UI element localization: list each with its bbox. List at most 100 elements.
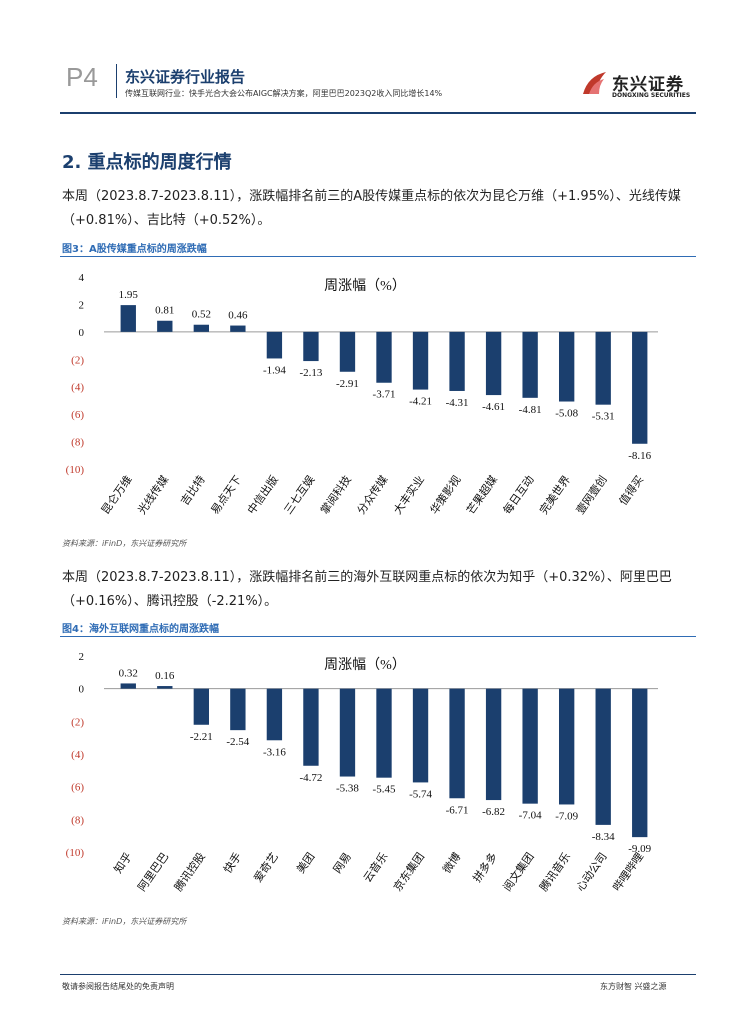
bar xyxy=(120,305,136,332)
category-label: 光线传媒 xyxy=(135,473,172,517)
y-tick-label: (8) xyxy=(71,437,84,449)
y-tick-label: (6) xyxy=(71,782,84,794)
bar xyxy=(449,331,465,391)
bar-value-label: -4.72 xyxy=(299,772,322,784)
bar-value-label: -9.09 xyxy=(628,843,651,855)
category-label: 腾讯控股 xyxy=(171,850,208,894)
report-title: 东兴证券行业报告 xyxy=(125,68,246,86)
category-label: 美团 xyxy=(294,850,317,875)
y-tick-label: (6) xyxy=(71,409,84,421)
bar xyxy=(632,688,648,838)
bar xyxy=(522,688,538,804)
bar xyxy=(193,324,210,332)
bar-value-label: -4.61 xyxy=(482,401,505,413)
bar xyxy=(230,325,246,332)
bar-value-label: 0.52 xyxy=(192,309,211,321)
paragraph-overseas: 本周（2023.8.7-2023.8.11），涨跌幅排名前三的海外互联网重点标的… xyxy=(62,566,702,614)
category-label: 阅文集团 xyxy=(500,850,537,894)
bar xyxy=(522,331,538,398)
bar xyxy=(449,688,465,799)
bar-value-label: -2.54 xyxy=(226,736,249,748)
bar xyxy=(558,331,575,402)
logo-text-cn: 东兴证券 xyxy=(612,75,684,95)
category-label: 分众传媒 xyxy=(355,473,391,516)
figure4-rule xyxy=(60,636,696,637)
bar xyxy=(595,331,611,405)
category-label: 值得买 xyxy=(617,473,647,507)
footer-slogan: 东方财智 兴盛之源 xyxy=(600,982,667,991)
bar xyxy=(339,688,356,777)
dongxing-logo-icon xyxy=(580,68,610,102)
bar xyxy=(376,331,392,383)
y-tick-label: 0 xyxy=(79,684,85,696)
category-label: 华策影视 xyxy=(427,473,464,517)
bar xyxy=(193,688,210,725)
bar xyxy=(376,688,392,778)
paragraph-a-share: 本周（2023.8.7-2023.8.11），涨跌幅排名前三的A股传媒重点标的依… xyxy=(62,185,702,233)
bar-value-label: -8.16 xyxy=(628,450,651,462)
figure4-title: 图4：海外互联网重点标的周涨跌幅 xyxy=(62,624,219,635)
category-label: 云音乐 xyxy=(360,850,390,885)
y-tick-label: 0 xyxy=(79,327,85,339)
figure4-bar-chart: 2 0 (2) (4) (6) (8) (10) 周涨幅（%） 0.32 知乎 0.16 阿里巴巴 -2… xyxy=(66,651,658,894)
category-label: 哔哩哔哩 xyxy=(610,850,646,893)
y-tick-label: (8) xyxy=(71,814,84,826)
y-tick-label: (4) xyxy=(71,749,84,761)
y-tick-label: (2) xyxy=(71,354,84,366)
chart-title: 周涨幅（%） xyxy=(324,657,406,673)
bar xyxy=(595,688,611,825)
page-number: P4 xyxy=(66,62,98,92)
category-label: 爱奇艺 xyxy=(251,850,281,884)
bar-value-label: -8.34 xyxy=(592,831,615,843)
bar-value-label: -4.21 xyxy=(409,396,432,408)
bar-value-label: -5.45 xyxy=(373,784,396,796)
y-tick-label: (10) xyxy=(66,464,85,476)
bar-value-label: -4.81 xyxy=(519,404,542,416)
paragraph-overseas-line2: （+0.16%）、腾讯控股（-2.21%）。 xyxy=(62,594,278,609)
category-label: 阿里巴巴 xyxy=(135,850,171,893)
footer-disclaimer: 敬请参阅报告结尾处的免责声明 xyxy=(62,982,174,991)
bar-value-label: -3.71 xyxy=(373,389,396,401)
bar-value-label: 0.32 xyxy=(119,667,138,679)
bar-value-label: -4.31 xyxy=(446,397,469,409)
category-label: 腾讯音乐 xyxy=(536,850,573,894)
bar-value-label: -5.08 xyxy=(555,408,578,420)
bar-value-label: 0.81 xyxy=(155,305,174,317)
category-label: 掌阅科技 xyxy=(317,473,354,517)
y-tick-label: 4 xyxy=(79,272,85,284)
header-divider xyxy=(116,64,117,98)
footer-rule xyxy=(60,974,696,975)
bar xyxy=(230,688,246,731)
bar-value-label: -6.71 xyxy=(446,804,469,816)
bar-value-label: -2.21 xyxy=(190,731,213,743)
bar xyxy=(339,331,356,372)
bar xyxy=(303,331,319,362)
bar-value-label: 0.16 xyxy=(155,670,175,682)
category-label: 知乎 xyxy=(111,850,135,876)
bar xyxy=(303,688,319,766)
bar xyxy=(266,688,283,741)
category-label: 壹网壹创 xyxy=(574,473,610,516)
category-label: 快手 xyxy=(220,850,244,876)
figure3-bar-chart: 4 2 0 (2) (4) (6) (8) (10) 周涨幅（%） 1.95 昆仑万维 0.81 光线传… xyxy=(66,272,658,517)
bar-value-label: 0.46 xyxy=(228,310,248,322)
report-subtitle: 传媒互联网行业：快手光合大会公布AIGC解决方案，阿里巴巴2023Q2收入同比增… xyxy=(125,89,443,98)
figure3-source: 资料来源：iFinD，东兴证券研究所 xyxy=(62,539,187,548)
bar xyxy=(120,683,136,689)
category-label: 京东集团 xyxy=(390,850,427,894)
bar-value-label: -3.16 xyxy=(263,746,286,758)
y-tick-label: 2 xyxy=(79,299,85,311)
category-label: 芒果超媒 xyxy=(463,473,500,517)
bar xyxy=(558,688,575,805)
category-label: 中信出版 xyxy=(244,473,281,517)
category-label: 吉比特 xyxy=(177,473,207,508)
logo-text-en: DONGXING SECURITIES xyxy=(612,92,691,99)
bar xyxy=(266,331,283,359)
category-label: 微博 xyxy=(439,850,463,876)
category-label: 心动公司 xyxy=(574,850,610,893)
bar-value-label: -2.13 xyxy=(299,367,322,379)
y-tick-label: (4) xyxy=(71,382,84,394)
section-title: 2. 重点标的周度行情 xyxy=(62,152,232,173)
bar xyxy=(157,320,173,332)
category-label: 完美世界 xyxy=(536,473,573,517)
